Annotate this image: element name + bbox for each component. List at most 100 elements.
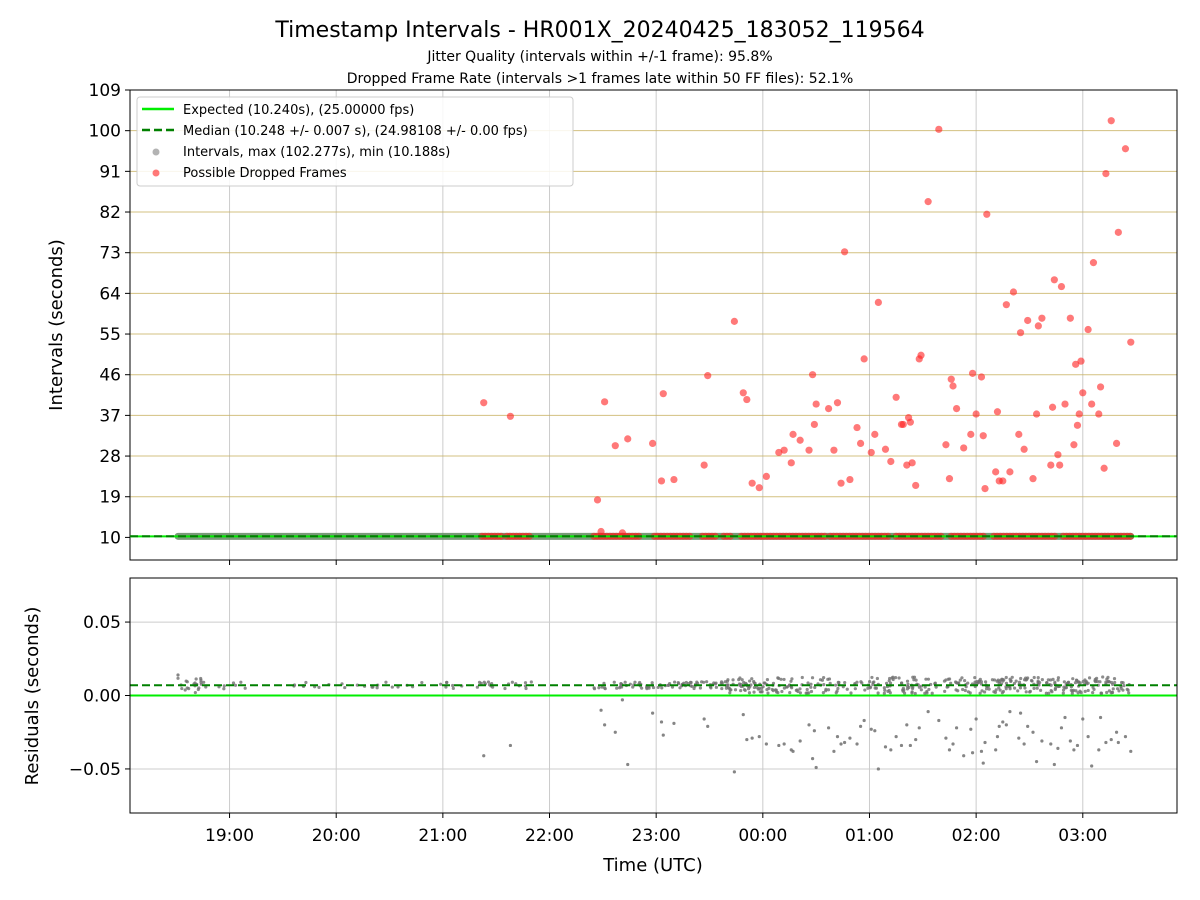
residual-point (673, 680, 677, 684)
bottom-y-axis-label: Residuals (seconds) (22, 607, 43, 786)
residual-point (1002, 678, 1006, 682)
residual-outlier-point (947, 748, 952, 752)
residual-point (444, 685, 448, 689)
residual-point (420, 680, 424, 685)
residual-point (1101, 675, 1105, 679)
residual-outlier-point (1116, 740, 1120, 745)
residual-outlier-point (899, 743, 904, 748)
residual-outlier-point (651, 711, 655, 715)
dropped-frame-point (952, 405, 961, 413)
residual-point (183, 688, 187, 692)
residual-point (239, 680, 243, 684)
residual-point (1016, 689, 1020, 693)
residual-point (384, 680, 388, 684)
residual-point (913, 691, 917, 696)
residual-point (523, 681, 528, 685)
residual-point (1047, 691, 1051, 695)
residual-point (866, 686, 870, 690)
residual-outlier-point (1052, 762, 1056, 767)
residual-outlier-point (1097, 748, 1101, 752)
residual-point (1045, 681, 1049, 685)
top-y-tick-label: 109 (89, 81, 121, 101)
residual-point (1013, 686, 1017, 690)
residual-outlier-point (883, 745, 888, 749)
residual-point (193, 690, 197, 695)
residual-outlier-point (745, 737, 749, 742)
residual-outlier-point (1001, 720, 1005, 724)
residual-point (390, 685, 394, 689)
dropped-frame-point (1015, 430, 1023, 438)
residual-outlier-point (937, 718, 941, 723)
residual-point (750, 677, 754, 681)
dropped-frame-point (993, 408, 1002, 416)
residual-outlier-point (482, 754, 486, 758)
residual-point (805, 687, 809, 692)
residual-outlier-point (1008, 710, 1012, 714)
residual-point (1004, 675, 1008, 680)
residual-point (982, 690, 987, 694)
residual-outlier-point (944, 736, 948, 740)
residual-point (779, 677, 783, 681)
dropped-frame-point (787, 459, 795, 467)
residual-outlier-point (858, 724, 863, 728)
residual-outlier-point (832, 749, 836, 753)
residual-outlier-point (873, 729, 877, 733)
residual-point (997, 681, 1001, 685)
residual-point (199, 676, 203, 681)
residual-point (1037, 683, 1041, 687)
residual-point (1077, 680, 1081, 684)
residual-point (740, 678, 744, 682)
residual-point (860, 681, 864, 685)
residual-point (1117, 689, 1121, 693)
dropped-frame-point (796, 436, 804, 444)
residual-point (684, 680, 688, 685)
residual-point (901, 686, 905, 690)
dropped-frame-point (480, 399, 488, 407)
residual-outlier-point (626, 762, 630, 767)
residual-outlier-point (757, 735, 761, 739)
residual-outlier-point (974, 717, 978, 721)
dropped-frame-point (670, 475, 678, 484)
residual-point (949, 681, 953, 685)
residual-point (645, 686, 649, 691)
residual-outlier-point (997, 724, 1001, 728)
residual-point (963, 688, 967, 693)
residual-point (765, 678, 770, 682)
dropped-frame-point (704, 372, 712, 380)
residual-point (930, 691, 934, 695)
residual-outlier-point (889, 748, 893, 752)
residual-point (780, 689, 784, 694)
residual-point (855, 680, 859, 684)
dropped-frame-point (1089, 259, 1098, 267)
dropped-frame-point (924, 198, 932, 206)
residual-outlier-point (1072, 748, 1076, 752)
residual-point (980, 689, 984, 693)
residual-point (1105, 690, 1109, 695)
residual-point (994, 688, 998, 692)
dropped-frame-point (935, 125, 943, 133)
top-y-tick-label: 37 (99, 406, 121, 426)
dropped-frame-point (762, 472, 770, 480)
residual-point (1056, 678, 1060, 682)
dropped-frame-point (1048, 403, 1057, 411)
residual-point (963, 679, 967, 683)
residual-point (709, 686, 713, 690)
residual-outlier-point (672, 721, 676, 726)
residual-point (1095, 679, 1099, 684)
residual-point (834, 691, 838, 695)
residual-point (615, 686, 619, 690)
residual-point (1046, 678, 1050, 682)
residual-point (222, 687, 226, 691)
dropped-frame-point (1038, 314, 1046, 322)
residual-point (486, 680, 491, 684)
dropped-frame-point (840, 248, 849, 256)
residual-outlier-point (876, 767, 880, 771)
dropped-frame-point (887, 457, 895, 466)
residual-point (1008, 687, 1012, 691)
residual-point (973, 675, 977, 680)
dropped-frame-point (657, 477, 666, 485)
residual-point (912, 678, 916, 682)
residual-outlier-point (1056, 746, 1060, 750)
residual-point (1113, 680, 1117, 685)
residual-outlier-point (869, 727, 873, 731)
